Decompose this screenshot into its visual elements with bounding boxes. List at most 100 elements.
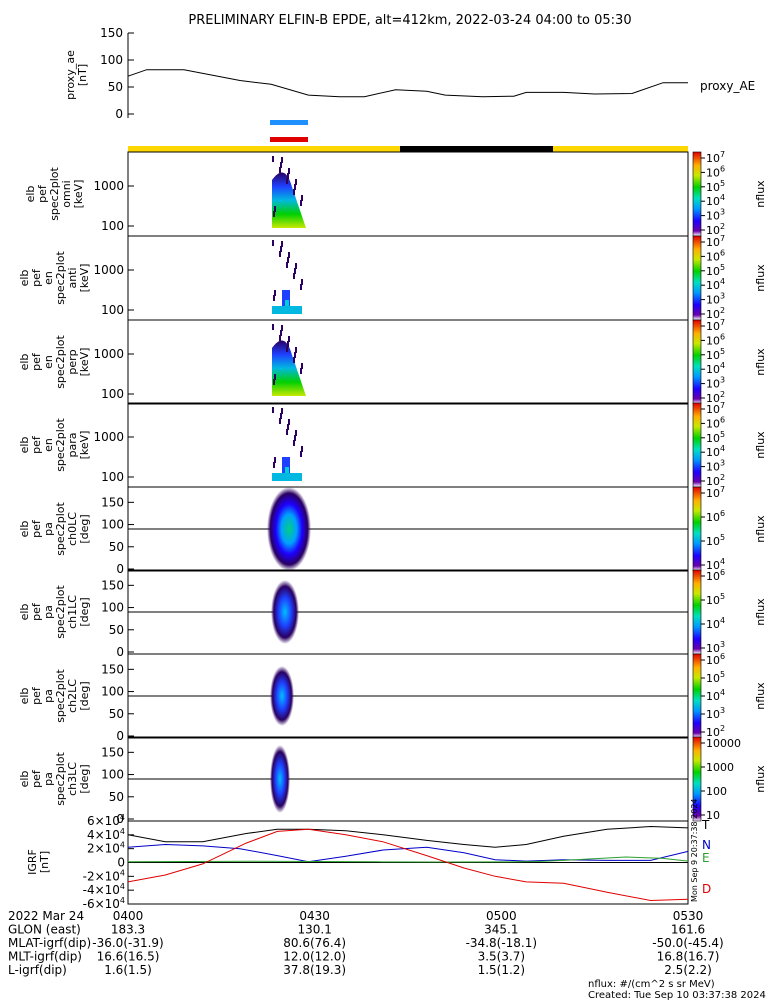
ytick-label: 100 [101, 518, 124, 532]
ylabel-line: ch2LC [66, 679, 79, 713]
colorbar-tick-label: 105 [706, 347, 725, 362]
colorbar-tick-label: 102 [706, 390, 725, 405]
ylabel-line: [keV] [78, 264, 91, 293]
colorbar-tick-label: 102 [706, 306, 725, 321]
footer-value: 12.0(12.0) [283, 950, 346, 964]
igrf-legend-n: N [702, 838, 711, 852]
ae-ytick-label: 100 [100, 53, 123, 67]
igrf-ytick-label: 2×104 [87, 841, 125, 856]
ylabel-line: pef [30, 519, 43, 538]
igrf-ytick-label: 4×104 [87, 827, 125, 842]
colorbar-tick-label: 107 [706, 485, 725, 500]
nflux-units-note: nflux: #/(cm^2 s sr MeV) [588, 979, 715, 990]
ylabel-line: ch0LC [66, 512, 79, 546]
proxy-ae-panel: 0 50 100 150 proxy_AE proxy_ae [nT] [64, 26, 755, 121]
colorbar-label: nflux [754, 765, 767, 793]
footer-value: 0530 [673, 909, 704, 923]
ylabel-line: pef [30, 435, 43, 454]
footer-row-label: 2022 Mar 24 [8, 909, 84, 923]
colorbar-tick-label: 104 [706, 277, 725, 292]
colorbar-tick-label: 104 [706, 688, 725, 703]
colorbar-tick-label: 104 [706, 616, 725, 631]
spectrogram-panel-5: 0 50 100 150 104 105 106 107 nflux elb pef pa spec2p… [18, 485, 767, 576]
igrf-ytick-label: -6×104 [83, 896, 125, 911]
ytick-label: 50 [109, 790, 124, 804]
footer-value: -50.0(-45.4) [652, 936, 723, 950]
colorbar-tick-label: 107 [706, 401, 725, 416]
footer-table: 2022 Mar 24 0400 0430 0500 0530 GLON (east) 18… [8, 909, 724, 977]
colorbar-tick-label: 10000 [706, 737, 741, 750]
footer-value: 37.8(19.3) [283, 963, 346, 977]
ytick-label: 0 [116, 729, 124, 743]
proxy-ae-line [127, 69, 688, 98]
ylabel-line: ch1LC [66, 595, 79, 629]
ylabel-line: spec2plot [54, 669, 67, 723]
colorbar-tick-label: 104 [706, 557, 725, 572]
ylabel-line: pef [30, 686, 43, 705]
panel-ylabel: elb pef pa spec2plot ch1LC [deg] [18, 585, 91, 639]
ylabel-line: spec2plot [54, 502, 67, 556]
plot-title: PRELIMINARY ELFIN-B EPDE, alt=412km, 202… [188, 13, 631, 28]
ytick-label: 50 [109, 623, 124, 637]
spectrogram-panel-7: 0 50 100 150 102 103 104 105 106 nflux elb pef pa spe… [18, 652, 767, 743]
colorbar-tick-label: 102 [706, 473, 725, 488]
ylabel-line: spec2plot [54, 418, 67, 472]
footer-value: 1.5(1.2) [478, 963, 526, 977]
colorbar-tick-label: 105 [706, 533, 725, 548]
footer-value: 0400 [113, 909, 144, 923]
ylabel-line: perp [66, 349, 79, 374]
panel-ylabel: elb pef pa spec2plot ch0LC [deg] [18, 502, 91, 556]
ylabel-line: [nT] [76, 64, 89, 86]
proxy-ae-legend: proxy_AE [700, 79, 755, 93]
spectrogram-panel-8: 0 50 100 150 10 100 1000 10000 nflux elb pef pa spec… [18, 736, 767, 826]
ylabel-line: [deg] [78, 597, 91, 626]
ytick-label: 0 [116, 562, 124, 576]
colorbar-tick-label: 103 [706, 459, 725, 474]
igrf-legend-d: D [702, 882, 711, 896]
colorbar-tick-label: 105 [706, 670, 725, 685]
colorbar-tick-label: 106 [706, 509, 725, 524]
colorbar-tick-label: 10 [706, 809, 720, 822]
ytick-label: 100 [101, 470, 124, 484]
footer-row-label: L-igrf(dip) [8, 963, 67, 977]
ylabel-line: para [66, 433, 79, 458]
colorbar-tick-label: 106 [706, 415, 725, 430]
ylabel-line: spec2plot [48, 167, 61, 221]
energy-spectrum-blob [272, 340, 306, 396]
igrf-line-e [127, 856, 689, 863]
colorbar-5: 104 105 106 107 nflux [692, 485, 767, 572]
footer-row-label: GLON (east) [8, 923, 81, 937]
ytick-label: 150 [101, 495, 124, 509]
colorbar-label: nflux [754, 431, 767, 459]
colorbar-tick-label: 106 [706, 164, 725, 179]
colorbar-label: nflux [754, 180, 767, 208]
ylabel-line: omni [60, 180, 73, 207]
colorbar-tick-label: 106 [706, 568, 725, 583]
igrf-line-d [127, 828, 689, 902]
colorbar-tick-label: 103 [706, 376, 725, 391]
colorbar-tick-label: 107 [706, 318, 725, 333]
ylabel-line: [nT] [38, 851, 51, 873]
created-rotated-stamp: Mon Sep 9 20:37:38 2024 [690, 799, 699, 903]
ylabel-line: pa [42, 522, 55, 536]
ylabel-line: proxy_ae [64, 50, 77, 100]
igrf-legend-e: E [702, 851, 710, 865]
created-timestamp: Created: Tue Sep 10 03:37:38 2024 [588, 990, 766, 1000]
ylabel-line: elb [18, 437, 31, 454]
panel-ylabel: elb pef en spec2plot perp [keV] [18, 335, 91, 389]
ylabel-line: [keV] [78, 348, 91, 377]
igrf-ytick-label: -2×104 [83, 868, 125, 883]
ylabel-line: pef [30, 268, 43, 287]
colorbar-tick-label: 107 [706, 150, 725, 165]
footer-value: 0430 [299, 909, 330, 923]
footer-value: 2.5(2.2) [664, 963, 712, 977]
igrf-ytick-label: -4×104 [83, 882, 125, 897]
ytick-label: 100 [101, 387, 124, 401]
proxy-ae-ylabel: proxy_ae [nT] [64, 50, 89, 100]
